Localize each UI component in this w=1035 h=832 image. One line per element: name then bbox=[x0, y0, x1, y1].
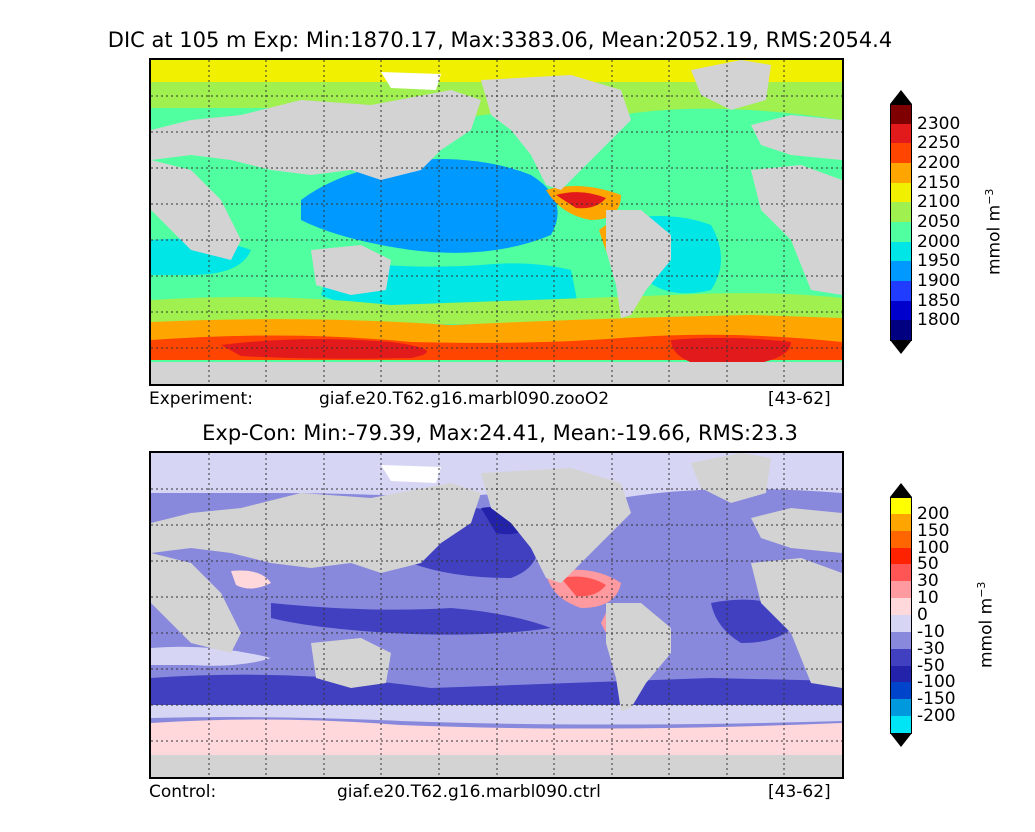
antarctica bbox=[151, 362, 842, 384]
colorbar-tick-label: 2150 bbox=[917, 172, 961, 193]
panel-1-footer-years: [43-62] bbox=[768, 389, 831, 409]
colorbar-tick-label: 0 bbox=[917, 605, 928, 625]
colorbar-tick-label: 150 bbox=[917, 520, 950, 541]
colorbar-cell bbox=[890, 123, 912, 144]
colorbar-tick-label: 1900 bbox=[917, 271, 961, 291]
colorbar-cell bbox=[890, 320, 912, 341]
colorbar-cell bbox=[890, 202, 912, 223]
colorbar-extend-min bbox=[890, 340, 912, 354]
colorbar-cell bbox=[890, 143, 912, 164]
panel-2-footer-label: Control: bbox=[149, 782, 217, 802]
graticule bbox=[151, 60, 842, 384]
panel-2-footer-years: [43-62] bbox=[768, 782, 831, 802]
africa-east bbox=[751, 165, 842, 295]
panel-1-title: DIC at 105 m Exp: Min:1870.17, Max:3383.… bbox=[107, 28, 893, 52]
colorbar-tick-label: 2000 bbox=[917, 231, 961, 252]
colorbar-cell bbox=[890, 716, 912, 734]
europe bbox=[751, 508, 842, 553]
south-america bbox=[606, 603, 671, 711]
colorbar-extend-max bbox=[890, 483, 912, 497]
colorbar-cell bbox=[890, 631, 912, 650]
eurasia bbox=[151, 90, 481, 180]
colorbar-cell bbox=[890, 182, 912, 203]
colorbar-cell bbox=[890, 530, 912, 549]
colorbar-cell bbox=[890, 665, 912, 684]
greenland bbox=[691, 60, 771, 110]
colorbar-tick-label: 200 bbox=[917, 503, 950, 524]
colorbar-cell bbox=[890, 261, 912, 282]
panel-1-footer-case: giaf.e20.T62.g16.marbl090.zooO2 bbox=[319, 389, 610, 409]
colorbar-tick-label: 1850 bbox=[917, 290, 961, 311]
colorbar-tick-label: 2250 bbox=[917, 133, 961, 154]
eurasia bbox=[151, 483, 481, 573]
colorbar-tick-label: 2100 bbox=[917, 192, 961, 213]
colorbar-cell bbox=[890, 598, 912, 616]
colorbar-cell bbox=[890, 513, 912, 532]
australia bbox=[311, 245, 391, 295]
colorbar-cell bbox=[890, 104, 912, 125]
south-america bbox=[606, 210, 671, 318]
colorbar-tick-label: -30 bbox=[917, 638, 945, 659]
colorbar-tick-label: 1800 bbox=[917, 310, 961, 331]
europe bbox=[751, 115, 842, 160]
colorbar-cell bbox=[890, 564, 912, 582]
colorbar-cell bbox=[890, 241, 912, 262]
africa bbox=[151, 160, 241, 260]
africa-east bbox=[751, 558, 842, 688]
africa bbox=[151, 553, 241, 653]
panel-1-footer-label: Experiment: bbox=[149, 389, 253, 409]
colorbar-tick-label: -200 bbox=[917, 706, 956, 727]
panel-2-colorbar-unit: mmol m−3 bbox=[975, 581, 997, 668]
colorbar-tick-label: 100 bbox=[917, 537, 950, 558]
antarctica bbox=[151, 755, 842, 777]
panel-2-title: Exp-Con: Min:-79.39, Max:24.41, Mean:-19… bbox=[202, 421, 798, 445]
colorbar-tick-label: 2200 bbox=[917, 153, 961, 173]
colorbar-tick-label: -10 bbox=[917, 621, 945, 642]
colorbar-tick-label: 30 bbox=[917, 571, 939, 592]
colorbar-cell bbox=[890, 581, 912, 599]
panel-2-map bbox=[149, 451, 844, 779]
panel-2-footer-case: giaf.e20.T62.g16.marbl090.ctrl bbox=[337, 782, 601, 802]
panel-1-map bbox=[149, 58, 844, 386]
colorbar-tick-label: -50 bbox=[917, 655, 945, 676]
colorbar-tick-label: 2300 bbox=[917, 113, 961, 134]
colorbar-cell bbox=[890, 222, 912, 243]
colorbar-cell bbox=[890, 615, 912, 633]
australia bbox=[311, 638, 391, 688]
panel-1-colorbar bbox=[890, 90, 912, 354]
panel-2-colorbar bbox=[890, 483, 912, 747]
colorbar-cell bbox=[890, 699, 912, 717]
pacific-low-pool bbox=[301, 159, 558, 253]
colorbar-cell bbox=[890, 682, 912, 700]
graticule bbox=[151, 453, 842, 777]
colorbar-cell bbox=[890, 648, 912, 667]
colorbar-tick-label: 50 bbox=[917, 554, 939, 575]
greenland bbox=[691, 453, 771, 503]
colorbar-tick-label: 2050 bbox=[917, 212, 961, 232]
colorbar-tick-label: 1950 bbox=[917, 251, 961, 272]
colorbar-tick-label: -150 bbox=[917, 689, 956, 710]
colorbar-cell bbox=[890, 497, 912, 515]
colorbar-cell bbox=[890, 163, 912, 184]
colorbar-cell bbox=[890, 300, 912, 321]
colorbar-tick-label: -100 bbox=[917, 672, 956, 693]
colorbar-cell bbox=[890, 281, 912, 302]
colorbar-cell bbox=[890, 547, 912, 566]
colorbar-extend-min bbox=[890, 733, 912, 747]
panel-1-colorbar-unit: mmol m−3 bbox=[983, 188, 1005, 275]
colorbar-extend-max bbox=[890, 90, 912, 104]
colorbar-tick-label: 10 bbox=[917, 588, 939, 609]
